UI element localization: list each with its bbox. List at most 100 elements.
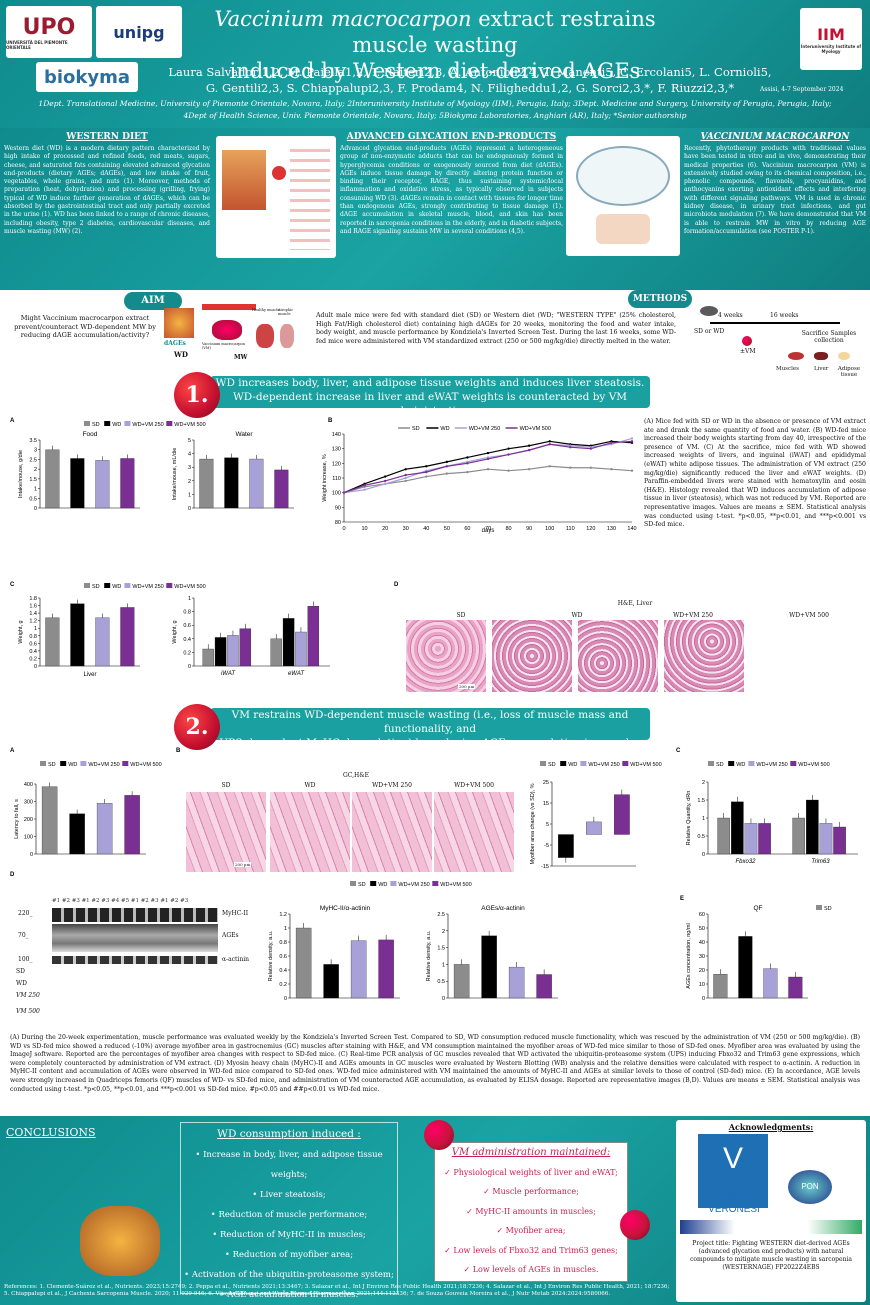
legend-swatch-wd — [104, 421, 111, 426]
wd-label: WD — [174, 350, 188, 359]
ages-figure — [566, 136, 680, 256]
liver-label-vm500: WD+VM 500 — [789, 612, 829, 619]
muscle-histo-title: GC,H&E — [342, 772, 370, 779]
cranberry-icon — [212, 320, 242, 340]
fastfood-icon — [164, 308, 194, 338]
wd-item: • Liver steatosis; — [252, 1190, 326, 1200]
ages-density-chart-bar — [536, 974, 552, 999]
legend-label-wd: WD — [378, 882, 387, 888]
legend-label-vm500: WD+VM 500 — [630, 762, 661, 768]
legend-swatch-vm500 — [432, 881, 439, 886]
vm-item: ✓ MyHC-II amounts in muscles; — [466, 1206, 596, 1216]
line-point-sd — [589, 466, 593, 469]
weight-line-chart-tick-label: 120 — [332, 461, 341, 467]
methods-timeline: 4 weeks 16 weeks SD or WD ±VM Sacrifice … — [680, 300, 866, 384]
myofiber-area-chart-bar — [558, 834, 574, 858]
qpcr-chart-group-label: Fbxo32 — [735, 859, 756, 865]
legend-swatch-wd — [560, 761, 567, 766]
qpcr-chart-tick-label: 0.5 — [697, 834, 705, 840]
line-point-vm250 — [363, 488, 366, 491]
latency-chart-bar — [69, 813, 85, 855]
weight-line-chart-xtick: 30 — [403, 526, 409, 532]
water-chart-ylabel: Intake/mouse, mL/die — [172, 448, 178, 501]
upo-logo: UPO UNIVERSITÀ DEL PIEMONTE ORIENTALE — [6, 6, 92, 58]
muscle-image-vm250 — [352, 792, 432, 872]
iim-logo: IIM Interuniversity Institute of Myology — [800, 8, 862, 70]
vm-item: ✓ Physiological weights of liver and eWA… — [444, 1167, 618, 1177]
liver-weight-chart-xlabel: Liver — [83, 672, 96, 678]
myofiber-area-chart-tick-label: 15 — [543, 801, 549, 807]
line-point-sd — [404, 479, 407, 483]
elisa-chart-bar — [763, 968, 778, 999]
legend-swatch-vm500 — [166, 421, 173, 426]
line-point-vm250 — [383, 482, 387, 486]
liver-label: Liver — [814, 366, 829, 372]
adipose-label: Adipose tissue — [837, 366, 861, 378]
ages-text: Advanced glycation end-products (AGEs) r… — [340, 145, 563, 235]
ages-density-chart-tick-label: 2 — [442, 929, 445, 935]
weight-line-chart-tick-label: 130 — [332, 447, 341, 453]
wat-weight-chart-tick-label: 0.8 — [183, 610, 191, 616]
ages-density-chart-tick-label: 2.5 — [437, 912, 445, 918]
line-point-sd — [466, 470, 469, 474]
liver-weight-chart-tick-label: 1 — [34, 626, 37, 632]
myhc-density-chart-tick-label: 0.2 — [279, 982, 287, 988]
legend-swatch-sd — [350, 881, 356, 886]
ages-density-chart-tick-label: 0 — [442, 996, 445, 1002]
legend-label-wd: WD — [112, 584, 121, 590]
wb-myhc-band — [52, 908, 218, 922]
line-point-vm500 — [610, 441, 613, 444]
elisa-chart-bar — [788, 976, 803, 999]
elisa-chart-title: QF — [753, 905, 762, 912]
wb-row-vm500: VM 500 — [16, 1008, 40, 1015]
liver-weight-chart-bar — [45, 617, 60, 667]
myhc-density-chart-tick-label: 0.6 — [279, 954, 287, 960]
wd-item: • Reduction of myofiber area; — [224, 1250, 354, 1260]
legend-label-wd: WD — [736, 762, 745, 768]
references: References: 1. Clemente-Suárez et al., N… — [4, 1284, 670, 1298]
latency-chart-tick-label: 400 — [24, 782, 33, 788]
wat-weight-chart-bar — [227, 635, 239, 667]
legend-label-wd: WD — [112, 422, 121, 428]
liver-weight-chart-ylabel: Weight, g — [18, 620, 24, 643]
legend-swatch-wd — [60, 761, 67, 766]
water-chart-bar — [249, 458, 264, 509]
qpcr-chart-tick-label: 1.5 — [697, 798, 705, 804]
sdwd-label: SD or WD — [694, 328, 725, 335]
elisa-chart-tick-label: 10 — [699, 982, 705, 988]
wat-weight-chart-tick-label: 1 — [188, 596, 191, 602]
wb-actinin-band — [52, 956, 218, 964]
line-series-vm250 — [343, 437, 633, 494]
project-title: Project title: Fighting WESTERN diet-der… — [690, 1240, 852, 1271]
wb-ages-label: AGEs — [222, 932, 239, 939]
conclusions-label: CONCLUSIONS — [6, 1126, 96, 1139]
ack-heading: Acknowledgments: — [728, 1122, 814, 1132]
liver-weight-chart-tick-label: 0 — [34, 664, 37, 670]
red-arrow-icon — [272, 166, 286, 180]
food-chart-tick-label: 0 — [34, 506, 37, 512]
weight-line-chart-xtick: 20 — [382, 526, 388, 532]
liver-weight-chart-tick-label: 0.2 — [29, 656, 37, 662]
healthy-label: Healthy muscle — [252, 308, 280, 312]
line-point-sd — [527, 468, 531, 471]
line-point-vm500 — [363, 484, 366, 487]
liver-weight-chart-bar — [120, 607, 135, 667]
wb-actinin-label: α-actinin — [222, 956, 249, 963]
ages-density-chart-bar — [481, 935, 497, 999]
line-point-vm500 — [527, 448, 531, 452]
veronesi-logo: V — [698, 1134, 768, 1208]
liver-weight-chart-bar — [70, 603, 85, 667]
muscle-tissue-icon — [788, 352, 804, 360]
panel-letter: B — [176, 748, 181, 754]
qpcr-chart-tick-label: 2 — [702, 780, 705, 786]
section2-banner: VM restrains WD-dependent muscle wasting… — [210, 708, 650, 749]
liver-weight-chart-bar — [95, 617, 110, 667]
vm-item: ✓ Low levels of Fbxo32 and Trim63 genes; — [444, 1245, 618, 1255]
eu-funding-logos — [680, 1220, 862, 1234]
liver-image-vm500 — [664, 620, 744, 692]
water-chart-bar — [274, 469, 289, 509]
qpcr-chart-bar — [758, 823, 771, 855]
line-point-vm500 — [445, 465, 449, 468]
water-chart-tick-label: 2 — [188, 479, 191, 485]
myhc-density-chart-title: MyHC-II/α-actinin — [320, 905, 371, 912]
